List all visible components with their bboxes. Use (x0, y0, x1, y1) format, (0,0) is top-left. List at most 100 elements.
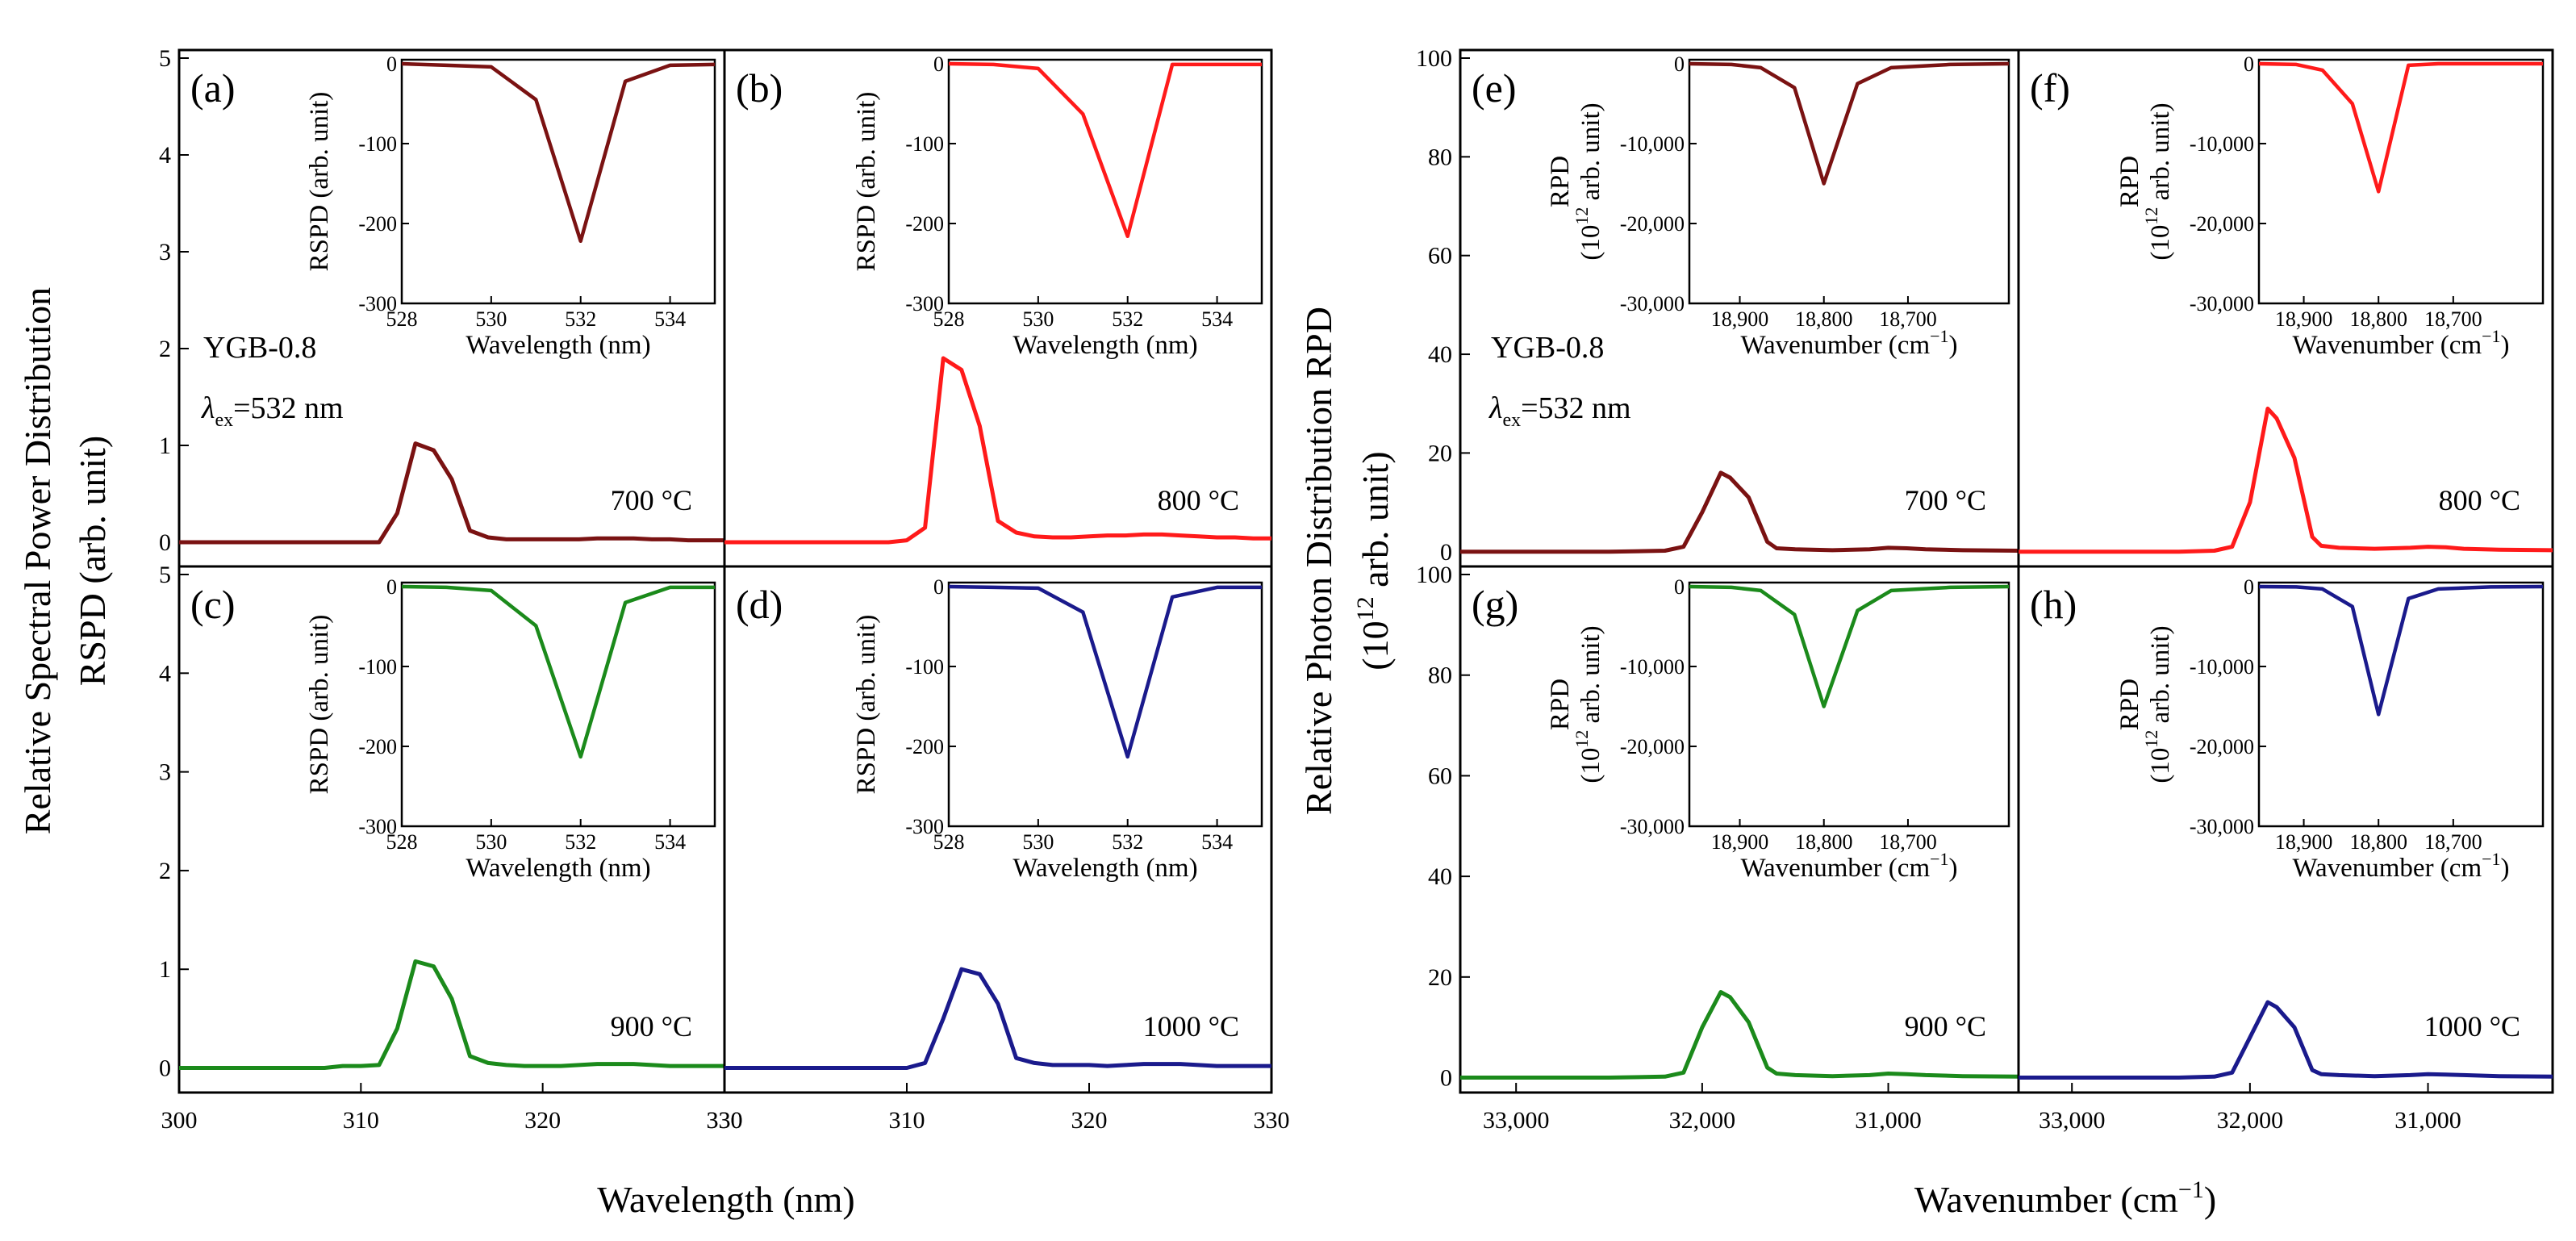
temperature-label: 900 °C (1905, 1010, 1986, 1043)
inset-x-tick-label: 18,800 (2349, 307, 2407, 331)
inset-y-label: RSPD (arb. unit) (305, 92, 334, 272)
annot-lambda-sym-a: λ (201, 391, 215, 425)
y-tick-label: 0 (159, 529, 171, 556)
panel-label: (c) (190, 582, 236, 627)
y-tick-label: 40 (1428, 341, 1452, 368)
inset-y-label-top: RPD (1546, 156, 1575, 207)
inset-y-tick-label: -20,000 (2190, 212, 2254, 236)
inset-y-label: RSPD (arb. unit) (852, 615, 881, 795)
inset-x-label-main: Wavenumber (cm (1740, 854, 1930, 883)
inset-y-tick-label: -300 (905, 292, 944, 315)
inset-y-label: RSPD (arb. unit) (852, 92, 881, 272)
right-ylabel-line2: (1012 arb. unit) (1352, 451, 1396, 670)
inset-x-tick-label: 18,700 (1879, 307, 1937, 331)
inset-x-label-exp: −1 (1930, 849, 1948, 869)
inset-x-label-exp: −1 (2482, 326, 2500, 346)
panel-label: (e) (1472, 65, 1517, 111)
right-ylabel-line1: Relative Photon Distribution RPD (1298, 307, 1339, 815)
x-tick-label: 320 (524, 1107, 561, 1134)
inset-y-label-unit: (1012 arb. unit) (1572, 625, 1605, 783)
inset-series-line (1689, 61, 2010, 186)
temperature-label: 800 °C (1158, 484, 1239, 516)
annot-sample-a: YGB-0.8 (203, 331, 316, 365)
x-tick-label: 31,000 (2394, 1107, 2461, 1134)
inset-frame (1688, 58, 2010, 305)
inset-x-tick-label: 534 (1201, 830, 1233, 854)
panel-c: 0 1 2 3 4 5 300 310 320 330 (c) 900 °C 0 -100 -200 -300… (159, 562, 743, 1134)
right-xlabel: Wavenumber (cm−1) (1914, 1176, 2216, 1220)
inset-y-tick-label: 0 (933, 575, 944, 599)
inset-y-tick-label: -100 (905, 132, 944, 156)
inset-x-tick-label: 18,900 (2275, 307, 2333, 331)
inset-y-tick-label: -10,000 (2190, 655, 2254, 679)
inset-x-tick-label: 528 (933, 830, 965, 854)
inset-x-label: Wavelength (nm) (1012, 854, 1197, 883)
series-line (2019, 406, 2553, 554)
y-tick-label: 3 (159, 239, 171, 265)
y-tick-label: 20 (1428, 440, 1452, 466)
right-xlabel-exp: −1 (2178, 1176, 2204, 1203)
inset-x-label: Wavelength (nm) (466, 331, 650, 360)
left-xlabel: Wavelength (nm) (597, 1179, 854, 1220)
y-tick-label: 4 (159, 142, 171, 169)
inset-x-tick-label: 532 (565, 307, 596, 331)
inset-y-label-unit: (1012 arb. unit) (2141, 102, 2175, 260)
panel-label: (h) (2030, 582, 2077, 627)
inset-y-tick-label: -30,000 (1620, 292, 1685, 315)
inset-x-label-close: ) (2501, 854, 2510, 883)
inset-x-tick-label: 530 (475, 830, 507, 854)
inset-y-tick-label: -300 (905, 815, 944, 838)
inset-frame (947, 58, 1263, 305)
y-tick-label: 2 (159, 336, 171, 362)
y-tick-label: 1 (159, 432, 171, 459)
inset-x-label: Wavelength (nm) (466, 854, 650, 883)
inset-y-tick-label: -200 (905, 212, 944, 236)
temperature-label: 700 °C (1905, 484, 1986, 516)
inset-y-unit-ten: (10 (1576, 225, 1605, 261)
panel-label: (d) (736, 582, 783, 627)
x-tick-label: 330 (1254, 1107, 1290, 1134)
left-ylabel-line1: Relative Spectral Power Distribution (17, 287, 58, 834)
annot-lambda-e: λex=532 nm (1488, 391, 1631, 431)
inset-x-tick-label: 18,800 (1795, 307, 1853, 331)
right-xlabel-close: ) (2204, 1179, 2216, 1220)
inset-y-label-unit: (1012 arb. unit) (1572, 102, 1605, 260)
inset-series-line (401, 61, 716, 244)
inset-x-label-exp: −1 (2482, 849, 2500, 869)
series-line (2019, 1000, 2553, 1080)
x-tick-label: 310 (889, 1107, 925, 1134)
x-tick-label: 32,000 (2217, 1107, 2284, 1134)
x-tick-label: 33,000 (1483, 1107, 1550, 1134)
inset-frame (400, 58, 716, 305)
inset-y-tick-label: -200 (905, 735, 944, 758)
panel-f: (f) 800 °C 0 -10,000 -20,000 -30,000 18,900 18,… (2017, 48, 2554, 568)
inset-y-unit-rest: arb. unit) (1576, 625, 1605, 729)
series-line (179, 441, 724, 545)
inset-x-tick-label: 528 (386, 830, 418, 854)
inset-y-tick-label: -20,000 (1620, 735, 1685, 758)
inset-y-tick-label: -10,000 (1620, 655, 1685, 679)
panel-label: (a) (190, 65, 236, 111)
y-tick-label: 0 (1440, 1065, 1452, 1092)
annot-eq-e: =532 nm (1521, 391, 1631, 425)
inset-y-unit-exp: 12 (2141, 730, 2161, 748)
inset-x-tick-label: 18,800 (2349, 830, 2407, 854)
y-tick-label: 5 (159, 562, 171, 588)
annot-lambda-sym-e: λ (1488, 391, 1502, 425)
inset-x-tick-label: 530 (475, 307, 507, 331)
series-line (724, 967, 1271, 1070)
series-line (724, 356, 1271, 545)
inset-y-tick-label: -200 (358, 212, 397, 236)
inset-y-tick-label: 0 (1674, 52, 1685, 76)
right-ylabel-exp: 12 (1352, 596, 1379, 620)
y-tick-label: 0 (1440, 539, 1452, 566)
inset-y-unit-exp: 12 (2141, 207, 2161, 225)
y-tick-label: 60 (1428, 763, 1452, 789)
right-ylabel-unit: arb. unit) (1355, 451, 1396, 596)
inset-x-tick-label: 528 (386, 307, 418, 331)
inset-y-tick-label: 0 (1674, 575, 1685, 599)
inset-x-tick-label: 18,700 (2424, 830, 2482, 854)
